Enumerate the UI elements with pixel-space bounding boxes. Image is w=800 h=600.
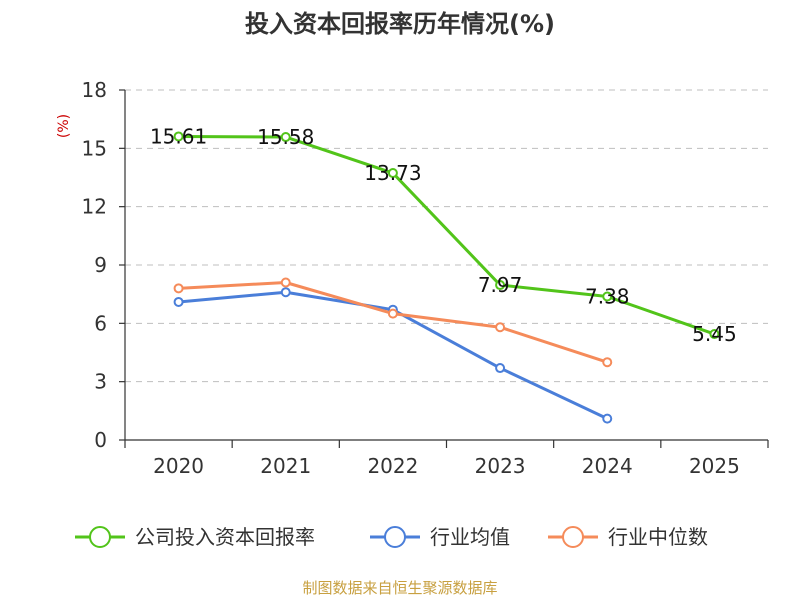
legend-item-3[interactable]: 行业中位数: [548, 525, 708, 549]
y-tick-label: 15: [82, 136, 107, 160]
series-line: [178, 281, 608, 364]
series-1: [173, 131, 720, 340]
chart-title: 投入资本回报率历年情况(%): [245, 10, 555, 38]
data-label: 5.45: [692, 322, 737, 346]
data-point[interactable]: [173, 296, 184, 307]
source-note: 制图数据来自恒生聚源数据库: [302, 579, 497, 597]
x-tick-label-2024: 2024: [582, 454, 633, 478]
data-point[interactable]: [495, 322, 506, 333]
y-tick-label: 3: [94, 370, 107, 394]
data-label: 15.58: [257, 125, 314, 149]
legend-circle-marker: [89, 526, 111, 548]
legend-item-2[interactable]: 行业均值: [370, 525, 510, 549]
gridlines: [125, 89, 768, 383]
x-tick-label-2023: 2023: [475, 454, 526, 478]
series-2: [173, 287, 613, 424]
legend-circle-marker: [384, 526, 406, 548]
data-labels: 15.61 15.58 13.73 7.97 7.38 5.45: [150, 124, 737, 346]
data-point[interactable]: [709, 329, 720, 340]
data-point[interactable]: [602, 291, 613, 302]
axes: 0 3 6 9 12 15 18 2020 2021 2022 2023 2024 2025: [82, 78, 769, 478]
y-tick-label: 9: [94, 253, 107, 277]
data-label: 15.61: [150, 124, 207, 148]
y-tick-label: 0: [94, 428, 107, 452]
series-lines: [173, 131, 720, 424]
data-label: 7.97: [478, 273, 523, 297]
data-label: 13.73: [364, 161, 421, 185]
y-tick-label: 12: [82, 195, 107, 219]
data-point[interactable]: [387, 308, 398, 319]
data-point[interactable]: [173, 283, 184, 294]
x-tick-label-2021: 2021: [260, 454, 311, 478]
legend-circle-marker: [562, 526, 584, 548]
x-tick-label-2020: 2020: [153, 454, 204, 478]
data-point[interactable]: [173, 131, 184, 142]
legend-label: 行业均值: [430, 525, 510, 549]
data-point[interactable]: [602, 413, 613, 424]
data-point[interactable]: [495, 280, 506, 291]
x-tick-label-2025: 2025: [689, 454, 740, 478]
data-point[interactable]: [602, 357, 613, 368]
data-point[interactable]: [280, 132, 291, 143]
legend-item-1[interactable]: 公司投入资本回报率: [75, 525, 315, 549]
data-label: 7.38: [585, 285, 630, 309]
legend: 公司投入资本回报率 行业均值 行业中位数: [75, 525, 708, 549]
series-3: [173, 277, 613, 368]
legend-label: 公司投入资本回报率: [135, 525, 315, 549]
y-axis-unit-label: (%): [56, 114, 72, 138]
legend-label: 行业中位数: [608, 525, 708, 549]
x-tick-label-2022: 2022: [367, 454, 418, 478]
series-line: [178, 134, 715, 336]
y-tick-label: 6: [94, 311, 107, 335]
data-point[interactable]: [387, 168, 398, 179]
data-point[interactable]: [280, 287, 291, 298]
data-point[interactable]: [495, 363, 506, 374]
y-tick-label: 18: [82, 78, 107, 102]
data-point[interactable]: [280, 277, 291, 288]
